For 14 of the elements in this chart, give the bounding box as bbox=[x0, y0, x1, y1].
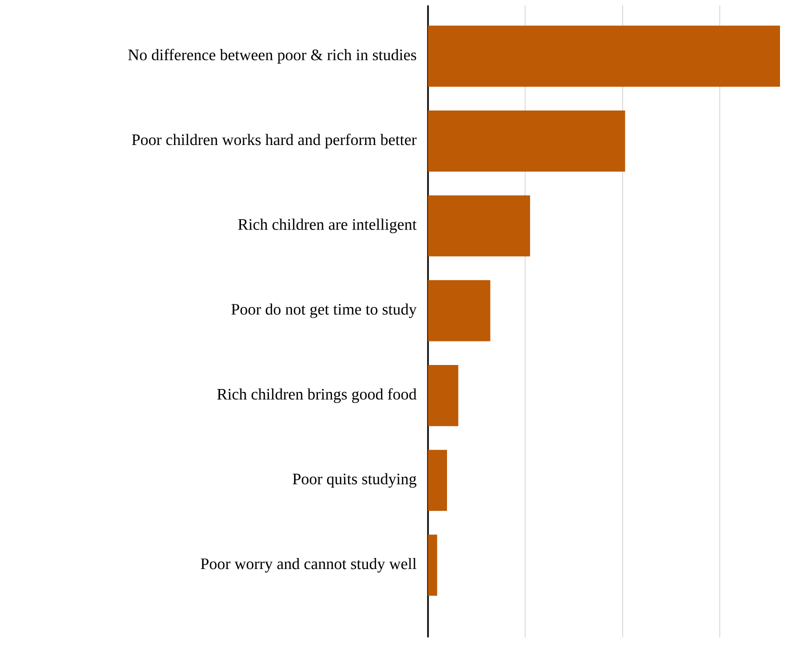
y-tick-label: No difference between poor & rich in studies bbox=[128, 48, 416, 64]
y-tick-label: Poor quits studying bbox=[292, 472, 416, 488]
bar bbox=[428, 280, 490, 342]
bar bbox=[428, 534, 438, 596]
y-tick-label: Rich children brings good food bbox=[217, 388, 417, 403]
bar bbox=[428, 195, 530, 256]
bar bbox=[428, 26, 780, 87]
y-tick-label: Poor children works hard and perform better bbox=[132, 134, 417, 148]
bar bbox=[428, 110, 626, 172]
y-tick-label: Poor worry and cannot study well bbox=[200, 558, 416, 572]
bar bbox=[428, 364, 458, 426]
bar bbox=[428, 450, 448, 511]
y-tick-label: Poor do not get time to study bbox=[231, 303, 417, 318]
y-tick-label: Rich children are intelligent bbox=[238, 218, 417, 234]
